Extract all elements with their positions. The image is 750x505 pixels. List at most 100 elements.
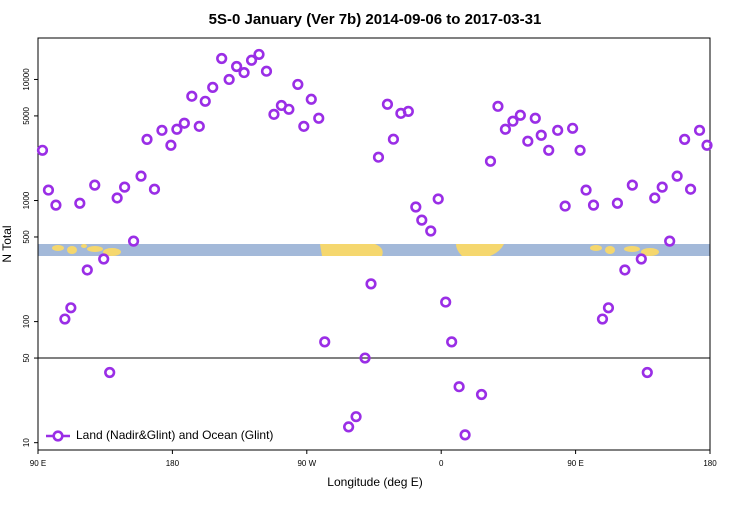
- point: [567, 122, 579, 134]
- point: [432, 193, 444, 205]
- point: [484, 155, 497, 167]
- point: [119, 181, 131, 193]
- point: [50, 199, 62, 211]
- point: [178, 117, 190, 129]
- y-tick-label: 1000: [22, 191, 31, 209]
- point: [305, 93, 317, 105]
- point: [59, 313, 71, 325]
- point: [42, 184, 55, 196]
- point: [74, 197, 86, 209]
- point: [298, 120, 310, 132]
- point: [165, 139, 177, 151]
- point: [543, 144, 555, 156]
- point: [207, 81, 219, 93]
- point: [231, 60, 243, 73]
- point: [381, 98, 394, 110]
- point: [81, 264, 93, 276]
- point: [171, 123, 183, 135]
- point: [365, 278, 377, 290]
- point: [186, 90, 198, 102]
- point: [587, 199, 600, 211]
- point: [223, 73, 235, 86]
- point: [446, 336, 458, 348]
- point: [602, 302, 615, 314]
- point: [245, 54, 258, 66]
- point: [514, 109, 526, 121]
- chart-title: 5S-0 January (Ver 7b) 2014-09-06 to 2017…: [209, 11, 542, 28]
- point: [552, 124, 564, 136]
- point: [98, 253, 110, 265]
- point: [425, 225, 437, 237]
- point: [507, 115, 519, 127]
- point: [253, 48, 265, 61]
- point: [641, 366, 653, 379]
- point: [410, 201, 422, 213]
- point: [193, 120, 205, 132]
- point: [127, 235, 140, 247]
- point: [238, 66, 250, 79]
- point: [104, 366, 116, 379]
- point: [626, 179, 638, 191]
- point: [529, 112, 541, 124]
- point: [649, 192, 661, 204]
- point: [535, 129, 547, 141]
- point: [268, 108, 280, 120]
- point: [402, 105, 414, 117]
- y-tick-label: 5000: [22, 106, 31, 124]
- point: [596, 313, 609, 325]
- point: [111, 192, 123, 204]
- point: [387, 133, 400, 145]
- point: [65, 302, 77, 314]
- point: [684, 183, 697, 195]
- x-tick-label: 180: [166, 459, 180, 468]
- point: [148, 183, 161, 195]
- x-tick-label: 0: [439, 459, 444, 468]
- point: [492, 100, 504, 112]
- legend-marker: [52, 430, 64, 442]
- y-tick-label: 500: [22, 230, 31, 244]
- point: [135, 170, 147, 182]
- point: [372, 151, 385, 163]
- y-tick-label: 100: [22, 314, 31, 328]
- x-tick-label: 180: [703, 459, 717, 468]
- point: [313, 112, 325, 124]
- point: [671, 170, 683, 182]
- point: [216, 52, 228, 65]
- point: [440, 296, 452, 308]
- point: [559, 200, 571, 212]
- point: [260, 65, 273, 77]
- point: [693, 124, 706, 136]
- point: [574, 144, 586, 156]
- point: [141, 133, 153, 145]
- point: [635, 253, 647, 265]
- map-strip: [38, 244, 710, 256]
- point: [350, 411, 362, 423]
- point: [292, 78, 304, 91]
- point: [416, 214, 428, 226]
- x-axis-label: Longitude (deg E): [327, 475, 422, 489]
- point: [359, 352, 371, 364]
- point: [679, 133, 691, 145]
- point: [343, 421, 355, 433]
- x-tick-label: 90 E: [567, 459, 583, 468]
- point: [283, 103, 295, 115]
- y-tick-label: 50: [22, 353, 31, 362]
- x-tick-label: 90 W: [297, 459, 316, 468]
- point: [89, 179, 101, 191]
- plot-frame: [37, 37, 711, 451]
- point: [156, 124, 168, 136]
- point: [664, 235, 676, 247]
- point: [199, 95, 211, 107]
- point: [475, 388, 488, 401]
- point: [619, 264, 631, 276]
- legend-label: Land (Nadir&Glint) and Ocean (Glint): [76, 428, 273, 442]
- point: [36, 144, 49, 156]
- y-tick-label: 10000: [22, 68, 31, 91]
- point: [522, 135, 534, 147]
- point: [656, 181, 668, 193]
- point: [701, 139, 713, 151]
- point: [453, 381, 465, 393]
- point: [580, 184, 592, 196]
- point: [611, 197, 624, 209]
